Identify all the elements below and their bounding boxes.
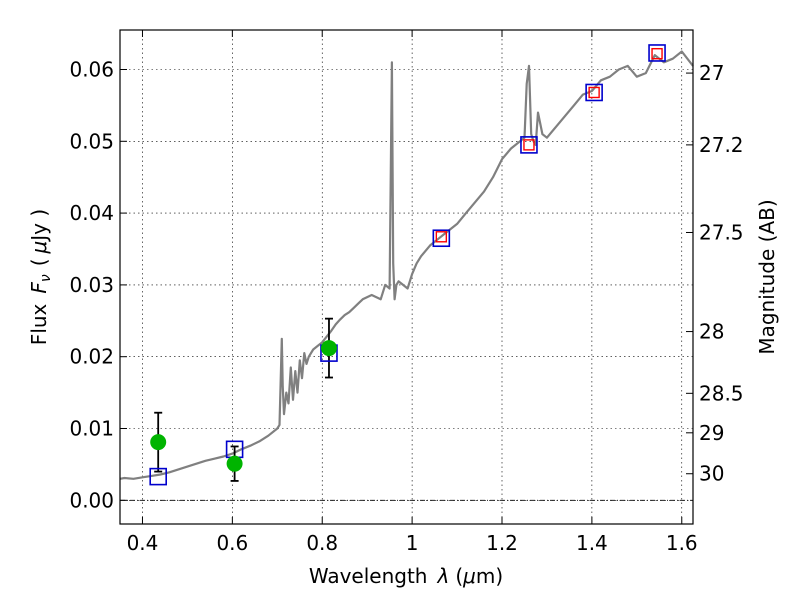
y2-tick-label: 27 [699,61,724,85]
observed-photometry-point [226,455,243,472]
y2-tick-label: 30 [699,462,724,486]
plot-background [120,30,693,524]
observed-flux-marker [523,139,535,151]
x-tick-label: 1.6 [666,531,698,555]
y-tick-label: 0.06 [69,57,114,81]
y-tick-label: 0.00 [69,488,114,512]
grid [120,30,693,524]
observed-flux-marker [651,47,663,60]
plot-frame [119,29,694,525]
markers [149,44,666,486]
y-axis-label: FluxFν(μJy ) [27,209,54,345]
model-photometry-marker [520,136,538,154]
y2-axis-label: Magnitude (AB) [755,199,779,354]
model-photometry-marker [432,229,451,248]
model-photometry-marker [648,44,666,62]
y-tick-label: 0.01 [69,417,114,441]
observed-photometry-point [320,340,337,357]
y-tick-label: 0.03 [69,273,114,297]
y-tick-label: 0.05 [69,129,114,153]
y2-tick-label: 28.5 [699,381,744,405]
y-tick-label: 0.04 [69,201,114,225]
observed-flux-marker [588,86,600,99]
spectrum-line [119,50,694,480]
x-axis-label: Wavelength λ (μm) [309,564,503,588]
model-photometry-marker [149,467,167,486]
ticks: 0.4 0.6 0.8 1 1.2 1.4 1.6 0.00 0.01 0.02 0.03 0.04 0… [69,30,744,555]
model-photometry-marker [585,83,603,102]
y-tick-label: 0.02 [69,345,114,369]
x-tick-label: 0.8 [306,531,338,555]
x-tick-label: 1.4 [576,531,608,555]
x-tick-label: 1 [406,531,419,555]
spectrum [119,50,694,480]
x-tick-label: 0.6 [216,531,248,555]
x-tick-label: 1.2 [486,531,518,555]
y2-tick-label: 28 [699,320,724,344]
observed-photometry-point [150,434,167,451]
y2-tick-label: 29 [699,421,724,445]
y2-tick-label: 27.5 [699,220,744,244]
x-tick-label: 0.4 [127,531,159,555]
y2-tick-label: 27.2 [699,133,744,157]
observed-flux-marker [435,231,448,243]
